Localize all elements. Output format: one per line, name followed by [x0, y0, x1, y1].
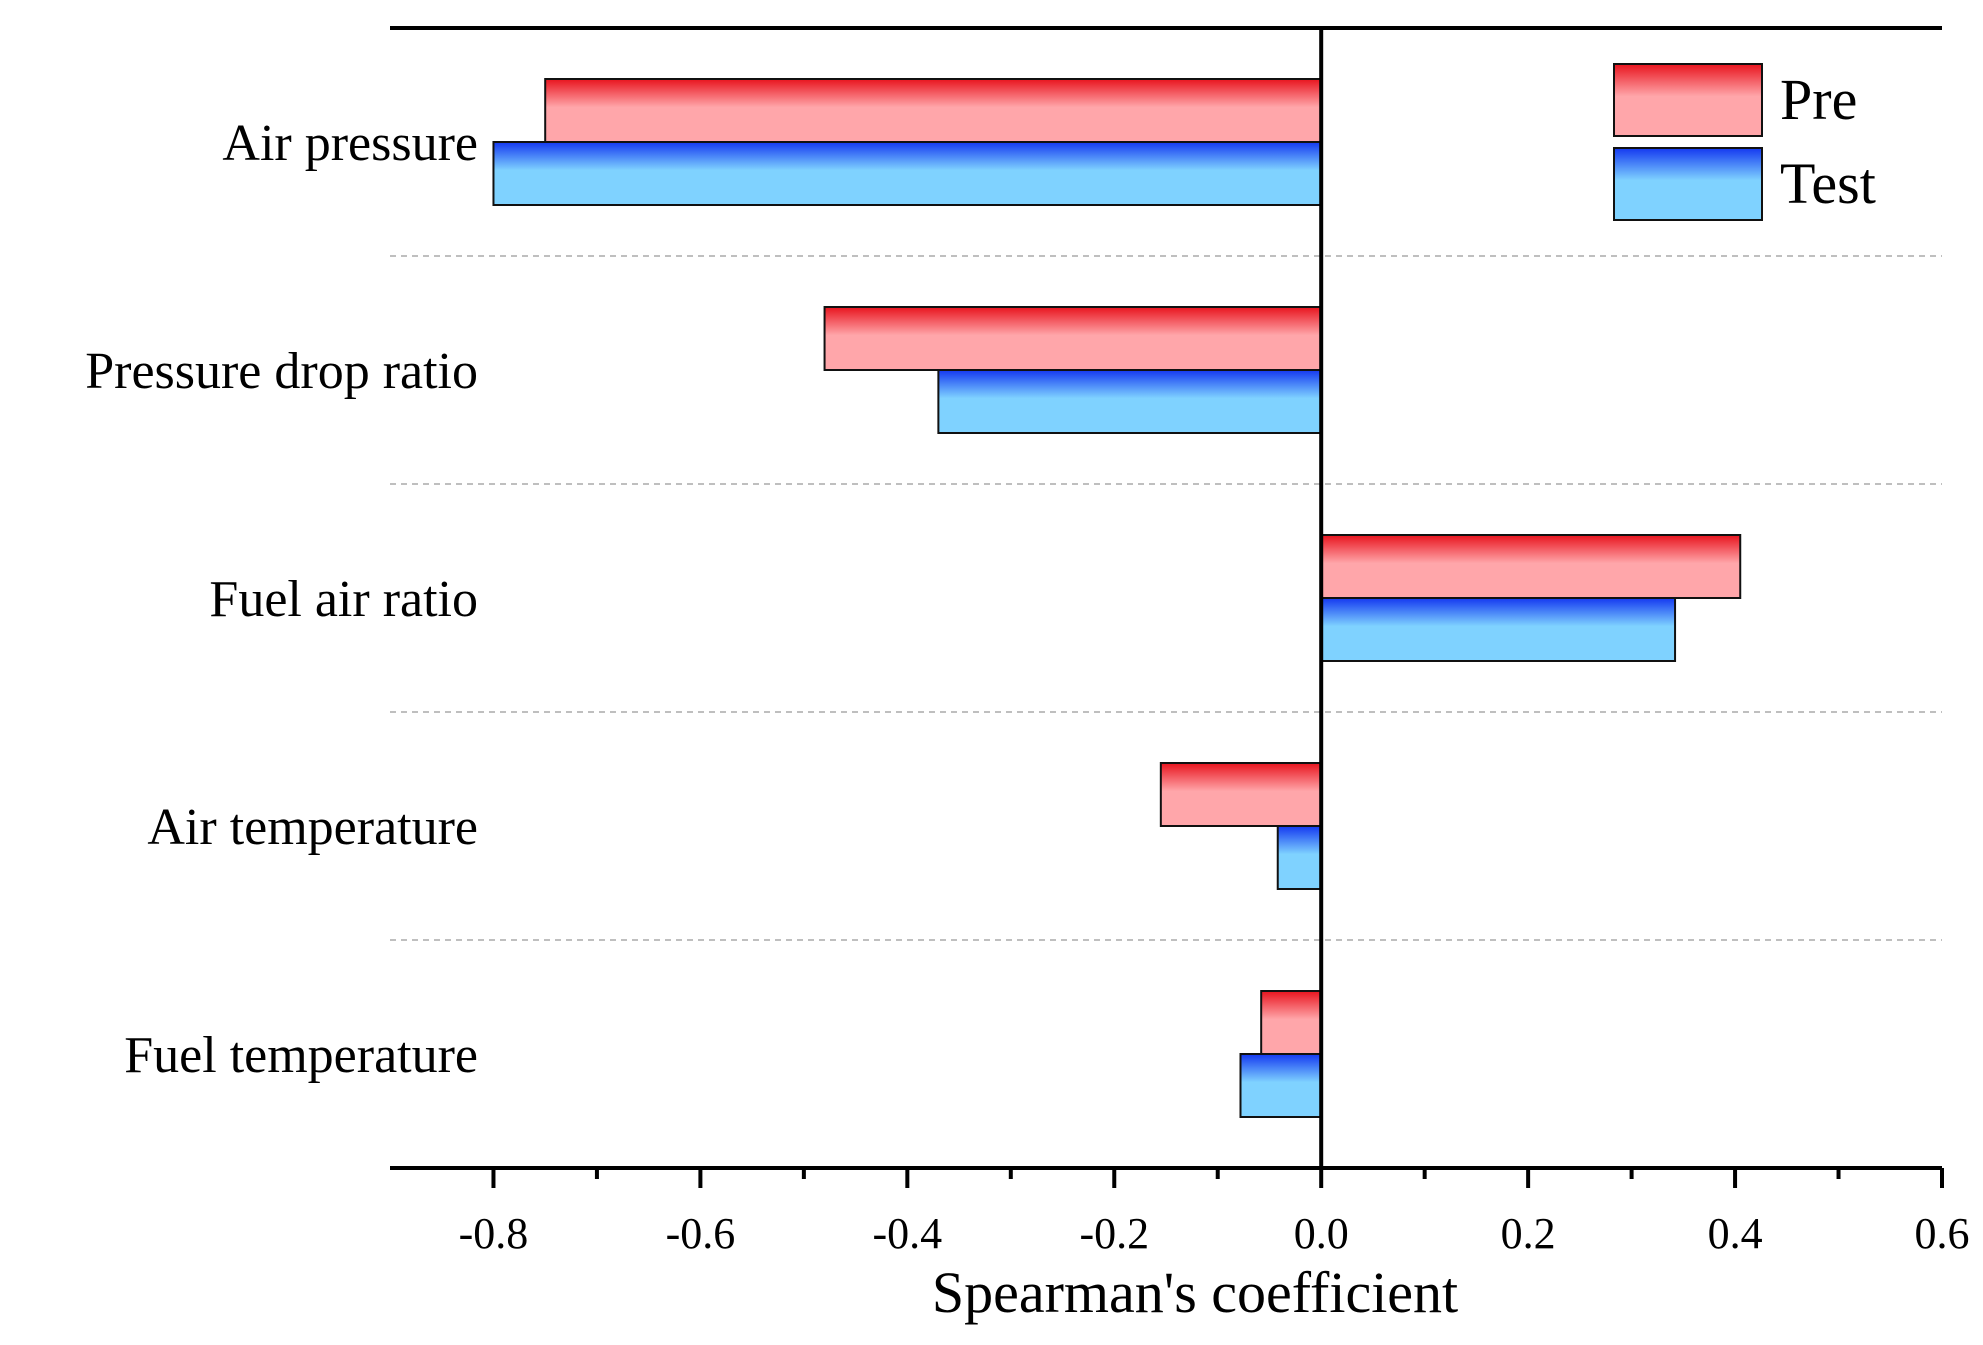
category-label: Fuel air ratio	[209, 571, 478, 628]
bar-pre	[1320, 534, 1742, 599]
bars	[492, 78, 1742, 1118]
x-tick-label: -0.6	[666, 1209, 736, 1258]
bar-pre	[823, 306, 1323, 371]
bar-test	[937, 369, 1323, 434]
axes	[390, 26, 1944, 1188]
bar-test	[1320, 597, 1677, 662]
bar-pre	[544, 78, 1323, 143]
x-tick-label: -0.4	[873, 1209, 943, 1258]
x-tick-label: -0.8	[459, 1209, 529, 1258]
legend-label-pre: Pre	[1780, 67, 1857, 132]
x-tick-label: 0.0	[1294, 1209, 1349, 1258]
category-label: Pressure drop ratio	[85, 343, 478, 400]
x-tick-label: 0.6	[1915, 1209, 1970, 1258]
bar-test	[1276, 825, 1323, 890]
legend-label-test: Test	[1780, 151, 1876, 216]
x-tick-label: 0.4	[1708, 1209, 1763, 1258]
bar-test	[1239, 1053, 1323, 1118]
grid-lines	[390, 255, 1942, 941]
x-axis-title: Spearman's coefficient	[932, 1260, 1458, 1325]
legend-swatch-test	[1613, 147, 1763, 221]
legend-swatch-pre	[1613, 63, 1763, 137]
x-tick-label: -0.2	[1079, 1209, 1149, 1258]
category-label: Air temperature	[147, 799, 478, 856]
category-label: Fuel temperature	[124, 1027, 478, 1084]
legend: Pre Test	[1613, 63, 1876, 221]
category-label: Air pressure	[222, 115, 478, 172]
bar-pre	[1260, 990, 1323, 1055]
bar-pre	[1159, 762, 1323, 827]
bar-test	[492, 141, 1323, 206]
labels: Air pressure Pressure drop ratio Fuel air …	[85, 115, 1969, 1258]
x-tick-label: 0.2	[1501, 1209, 1556, 1258]
